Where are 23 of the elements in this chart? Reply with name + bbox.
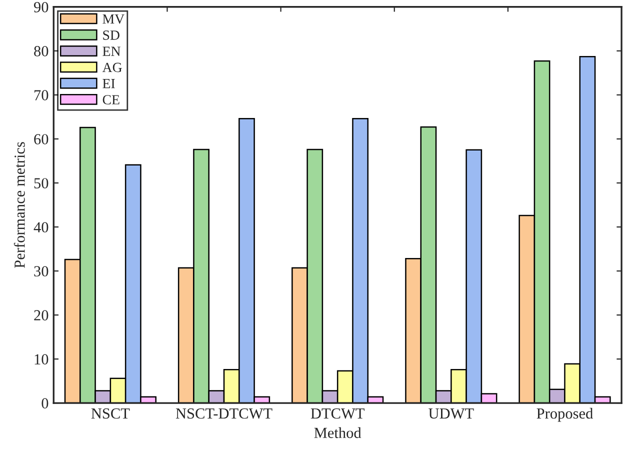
y-tick-label: 40 <box>34 222 48 232</box>
legend-label: CE <box>102 95 120 104</box>
legend-label: MV <box>102 14 124 24</box>
y-tick-label: 90 <box>34 2 48 12</box>
y-tick-label: 10 <box>34 354 48 364</box>
y-tick-label: 80 <box>34 46 48 56</box>
x-tick-label: DTCWT <box>310 408 364 419</box>
x-tick-label: NSCT-DTCWT <box>176 408 272 419</box>
legend-label: AG <box>102 62 122 72</box>
y-tick-label: 70 <box>34 90 48 100</box>
legend-label: SD <box>103 30 120 40</box>
legend-label: EN <box>102 46 120 56</box>
y-tick-label: 0 <box>42 398 48 408</box>
y-tick-label: 50 <box>34 178 48 188</box>
y-axis-title: Performance metrics <box>14 142 25 268</box>
x-tick-label: NSCT <box>91 408 130 419</box>
y-tick-label: 30 <box>34 266 48 276</box>
x-tick-label: UDWT <box>428 408 474 419</box>
legend-label: EI <box>102 79 115 88</box>
y-tick-label: 60 <box>34 134 48 144</box>
y-tick-label: 20 <box>34 310 48 320</box>
x-axis-title: Method <box>314 427 362 438</box>
x-tick-label: Proposed <box>536 408 593 422</box>
